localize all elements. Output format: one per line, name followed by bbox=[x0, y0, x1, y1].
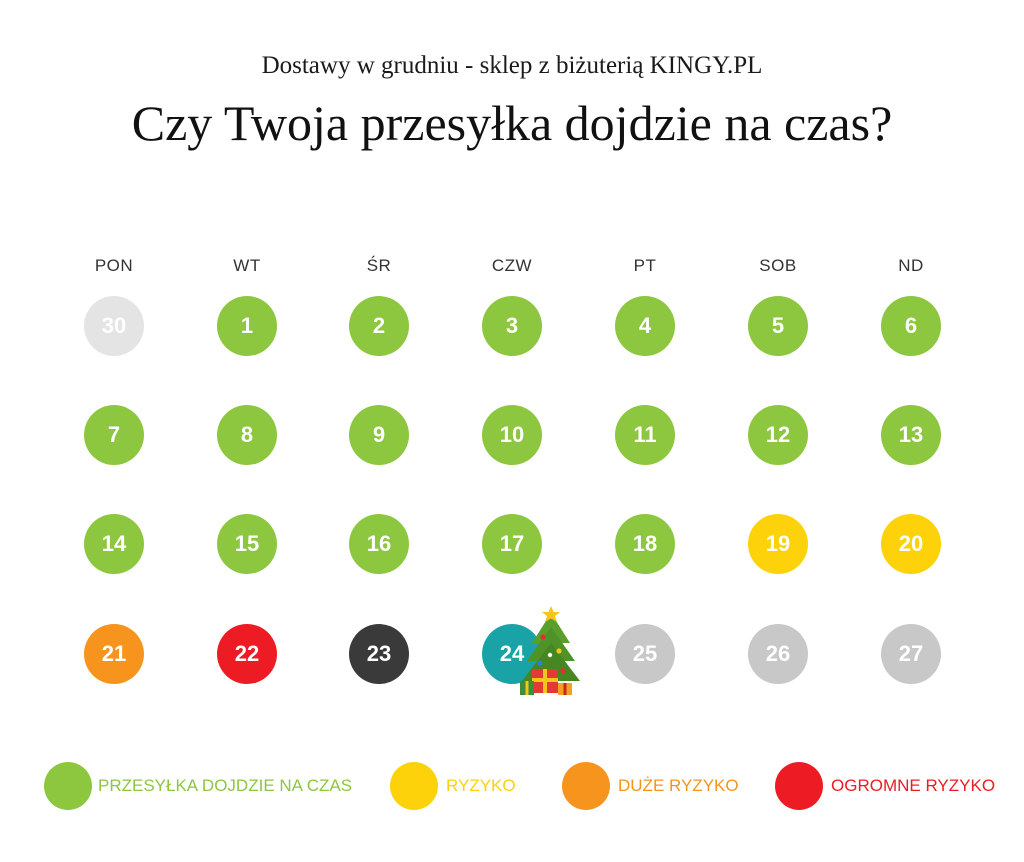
legend-label: OGROMNE RYZYKO bbox=[831, 776, 996, 795]
day-27: 27 bbox=[881, 624, 941, 684]
weekday-header: ŚR bbox=[366, 256, 392, 275]
day-17: 17 bbox=[482, 514, 542, 574]
day-22: 22 bbox=[217, 624, 277, 684]
legend-dot bbox=[390, 762, 438, 810]
legend-label: DUŻE RYZYKO bbox=[618, 776, 739, 795]
day-30: 30 bbox=[84, 296, 144, 356]
legend-label: RYZYKO bbox=[446, 776, 516, 795]
day-16: 16 bbox=[349, 514, 409, 574]
day-21: 21 bbox=[84, 624, 144, 684]
day-5: 5 bbox=[748, 296, 808, 356]
day-3: 3 bbox=[482, 296, 542, 356]
weekday-header: CZW bbox=[491, 256, 533, 275]
day-20: 20 bbox=[881, 514, 941, 574]
day-18: 18 bbox=[615, 514, 675, 574]
day-7: 7 bbox=[84, 405, 144, 465]
legend-dot bbox=[562, 762, 610, 810]
day-9: 9 bbox=[349, 405, 409, 465]
legend-dot bbox=[775, 762, 823, 810]
day-15: 15 bbox=[217, 514, 277, 574]
day-26: 26 bbox=[748, 624, 808, 684]
day-11: 11 bbox=[615, 405, 675, 465]
day-4: 4 bbox=[615, 296, 675, 356]
legend-label: PRZESYŁKA DOJDZIE NA CZAS bbox=[98, 776, 353, 795]
day-23: 23 bbox=[349, 624, 409, 684]
subtitle: Dostawy w grudniu - sklep z biżuterią KI… bbox=[261, 52, 763, 79]
weekday-header: SOB bbox=[759, 256, 797, 275]
day-14: 14 bbox=[84, 514, 144, 574]
day-8: 8 bbox=[217, 405, 277, 465]
weekday-header: PON bbox=[94, 256, 134, 275]
day-25: 25 bbox=[615, 624, 675, 684]
day-1: 1 bbox=[217, 296, 277, 356]
day-19: 19 bbox=[748, 514, 808, 574]
day-12: 12 bbox=[748, 405, 808, 465]
legend-dot bbox=[44, 762, 92, 810]
weekday-header: WT bbox=[233, 256, 261, 275]
day-13: 13 bbox=[881, 405, 941, 465]
day-6: 6 bbox=[881, 296, 941, 356]
weekday-header: PT bbox=[633, 256, 657, 275]
day-2: 2 bbox=[349, 296, 409, 356]
page-title: Czy Twoja przesyłka dojdzie na czas? bbox=[131, 95, 893, 151]
christmas-tree-icon bbox=[520, 606, 580, 695]
weekday-header: ND bbox=[898, 256, 924, 275]
day-10: 10 bbox=[482, 405, 542, 465]
